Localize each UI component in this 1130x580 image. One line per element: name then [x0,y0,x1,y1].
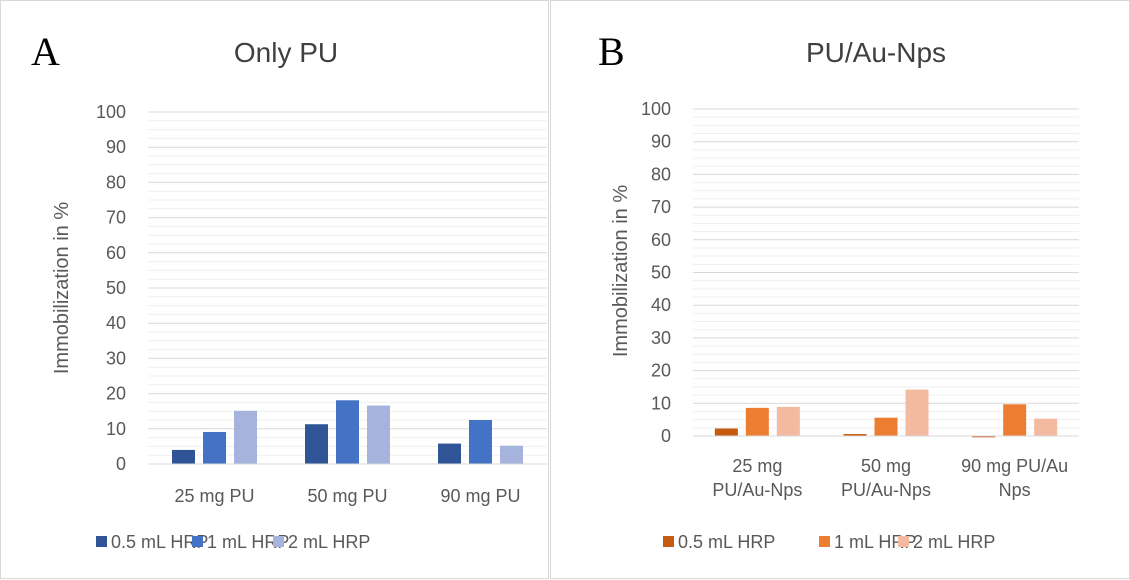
x-category-label: 50 mg [861,456,911,476]
y-tick-label: 80 [106,172,126,192]
y-axis-label: Immobilization in % [51,202,73,375]
x-category-label: 25 mg [732,456,782,476]
legend-label: 0.5 mL HRP [678,532,775,552]
bar [1034,418,1058,436]
y-tick-label: 50 [106,278,126,298]
legend-swatch [819,536,830,547]
legend-label: 1 mL HRP [207,532,289,552]
bar [172,449,195,464]
legend-label: 1 mL HRP [834,532,916,552]
bar [776,406,800,436]
bar [234,410,257,464]
x-category-label: 90 mg PU/Au [961,456,1068,476]
y-tick-label: 10 [106,419,126,439]
chart-panel-a: 0 10 20 30 40 50 60 70 80 90 100 A Only PU Immobiliza… [0,0,549,579]
y-tick-label: 10 [651,393,671,413]
bar [905,389,929,436]
chart-b-svg: 0 10 20 30 40 50 60 70 80 90 100 B PU/Au-Nps Immobili… [598,29,1079,552]
panel-letter: A [31,29,60,74]
y-tick-label: 60 [106,243,126,263]
bar [745,407,769,436]
legend-swatch [192,536,203,547]
y-tick-label: 20 [106,384,126,404]
bar [972,436,996,438]
bar [367,405,390,464]
y-tick-label: 20 [651,361,671,381]
x-category-label: PU/Au-Nps [841,480,931,500]
y-tick-label: 30 [106,348,126,368]
bars [714,389,1058,438]
legend-label: 0.5 mL HRP [111,532,208,552]
bar [500,445,523,464]
legend-swatch [663,536,674,547]
legend-swatch [96,536,107,547]
bar [336,400,359,464]
chart-title: PU/Au-Nps [806,37,946,68]
bar [714,428,738,436]
chart-title: Only PU [234,37,338,68]
bar [1003,404,1027,436]
y-tick-label: 0 [661,426,671,446]
y-tick-label: 100 [96,102,126,122]
x-category-label: Nps [999,480,1031,500]
bars [172,400,523,464]
x-category-label: 90 mg PU [440,486,520,506]
x-category-label: PU/Au-Nps [712,480,802,500]
gridlines [693,108,1079,437]
bar [469,420,492,464]
y-tick-label: 100 [641,99,671,119]
x-category-label: 25 mg PU [174,486,254,506]
chart-a-svg: 0 10 20 30 40 50 60 70 80 90 100 A Only PU Immobiliza… [31,29,547,552]
y-tick-label: 40 [106,313,126,333]
x-category-label: 50 mg PU [307,486,387,506]
bar [305,424,328,464]
legend-swatch [273,536,284,547]
legend-label: 2 mL HRP [288,532,370,552]
legend-label: 2 mL HRP [913,532,995,552]
bar [203,431,226,464]
panel-letter: B [598,29,625,74]
y-tick-label: 40 [651,295,671,315]
chart-panel-b: 0 10 20 30 40 50 60 70 80 90 100 B PU/Au-Nps Immobili… [550,0,1130,579]
y-tick-label: 90 [651,132,671,152]
y-tick-label: 60 [651,230,671,250]
bar [874,417,898,436]
y-tick-label: 0 [116,454,126,474]
legend-swatch [898,536,909,547]
y-tick-label: 50 [651,263,671,283]
y-tick-label: 30 [651,328,671,348]
bar [843,434,867,436]
y-tick-label: 70 [651,197,671,217]
y-axis-label: Immobilization in % [610,185,632,358]
y-tick-label: 70 [106,208,126,228]
gridlines [148,111,547,465]
y-tick-label: 80 [651,164,671,184]
bar [438,443,461,464]
y-tick-label: 90 [106,137,126,157]
